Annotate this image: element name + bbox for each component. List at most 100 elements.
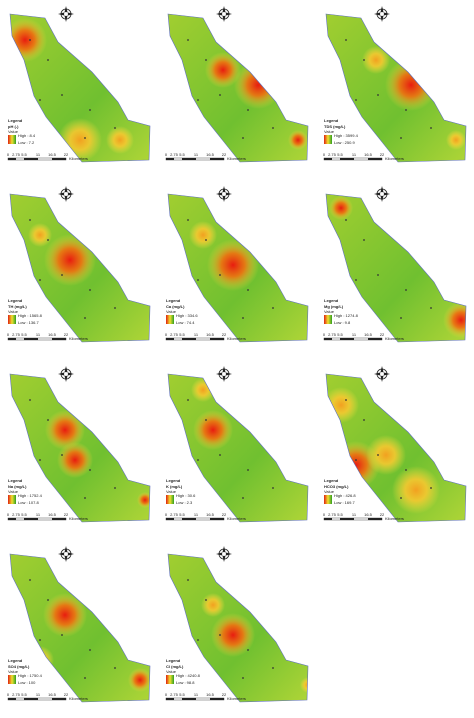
scale-label: 16.5 <box>206 332 215 337</box>
scale-label: 16.5 <box>48 152 57 157</box>
scale-label: 22 <box>64 512 69 517</box>
legend-heading: Legend <box>324 118 339 123</box>
value-heading: Value <box>8 489 19 494</box>
legend-heading: Legend <box>8 118 23 123</box>
legend-high: High : 4240.8 <box>176 673 201 678</box>
sample-point <box>29 579 31 581</box>
value-heading: Value <box>8 129 19 134</box>
sample-point <box>187 579 189 581</box>
scale-unit: Kilometers <box>227 516 246 521</box>
sample-point <box>345 39 347 41</box>
scale-label: 22 <box>222 512 227 517</box>
value-heading: Value <box>166 669 177 674</box>
sample-point <box>405 469 407 471</box>
scale-label: 0 <box>165 692 168 697</box>
scale-label: 11 <box>36 512 41 517</box>
scale-label: 2.75 <box>328 332 337 337</box>
sample-point <box>61 454 63 456</box>
value-heading: Value <box>324 489 335 494</box>
sample-point <box>29 39 31 41</box>
legend-high: High : 3599.4 <box>334 133 359 138</box>
scale-label: 2.75 <box>328 152 337 157</box>
north-arrow <box>216 546 232 562</box>
map-outline <box>9 373 151 523</box>
scale-label: 0 <box>165 512 168 517</box>
scale-label: 11 <box>36 152 41 157</box>
scale-label: 2.75 <box>328 512 337 517</box>
color-swatch <box>8 495 16 504</box>
legend-heading: Legend <box>166 478 181 483</box>
legend-low: Low : 98.8 <box>176 680 195 685</box>
sample-point <box>219 454 221 456</box>
scale-label: 2.75 <box>12 512 21 517</box>
scale-label: 5.5 <box>21 332 27 337</box>
sample-point <box>197 99 199 101</box>
sample-point <box>430 487 432 489</box>
legend-heading: Legend <box>8 658 23 663</box>
sample-point <box>61 94 63 96</box>
legend-heading: Legend <box>324 298 339 303</box>
scale-label: 5.5 <box>21 512 27 517</box>
legend-heading: Legend <box>8 478 23 483</box>
color-swatch <box>324 495 332 504</box>
map-outline <box>9 553 151 703</box>
north-arrow <box>216 186 232 202</box>
legend-low: Low : 250.9 <box>334 140 355 145</box>
sample-point <box>187 39 189 41</box>
legend-high: High : 1565.8 <box>18 313 43 318</box>
value-heading: Value <box>324 129 335 134</box>
scale-label: 22 <box>64 692 69 697</box>
scale-label: 5.5 <box>179 152 185 157</box>
legend-heading: Legend <box>8 298 23 303</box>
sample-point <box>345 219 347 221</box>
scale-label: 0 <box>7 152 10 157</box>
color-swatch <box>324 135 332 144</box>
sample-point <box>114 127 116 129</box>
sample-point <box>61 274 63 276</box>
sample-point <box>355 99 357 101</box>
scale-label: 16.5 <box>206 692 215 697</box>
sample-point <box>47 419 49 421</box>
sample-point <box>430 127 432 129</box>
sample-point <box>247 469 249 471</box>
scale-label: 22 <box>222 152 227 157</box>
north-arrow <box>58 546 74 562</box>
scale-label: 11 <box>194 152 199 157</box>
legend-title: Mg (mg/L) <box>324 304 344 309</box>
sample-point <box>47 239 49 241</box>
sample-point <box>197 639 199 641</box>
scale-label: 11 <box>352 152 357 157</box>
sample-point <box>355 279 357 281</box>
sample-point <box>400 317 402 319</box>
legend-title: HCO3 (mg/L) <box>324 484 349 489</box>
color-swatch <box>166 315 174 324</box>
scale-label: 16.5 <box>206 512 215 517</box>
scale-label: 22 <box>380 512 385 517</box>
legend-low: Low : 107.8 <box>18 500 39 505</box>
value-heading: Value <box>324 309 335 314</box>
sample-point <box>114 307 116 309</box>
scale-unit: Kilometers <box>227 336 246 341</box>
sample-point <box>89 649 91 651</box>
sample-point <box>89 469 91 471</box>
map-outline <box>9 193 151 343</box>
sample-point <box>242 677 244 679</box>
sample-point <box>377 274 379 276</box>
sample-point <box>242 317 244 319</box>
scale-label: 2.75 <box>170 152 179 157</box>
legend-low: Low : 100 <box>18 680 36 685</box>
